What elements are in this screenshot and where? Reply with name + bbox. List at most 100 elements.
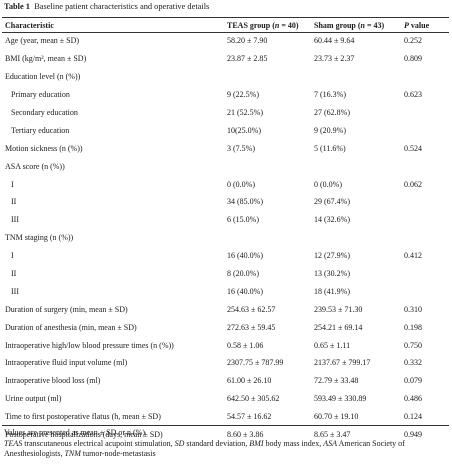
table-row: Duration of surgery (min, mean ± SD) 254.… <box>2 300 449 318</box>
table-row: Intraoperative fluid input volume (ml) 23… <box>2 354 449 372</box>
p-value-cell: 0.079 <box>404 376 422 386</box>
p-value-cell <box>401 121 449 139</box>
teas-value-cell <box>224 229 311 247</box>
p-value-cell <box>401 211 449 229</box>
table-row: III 6 (15.0%) 14 (32.6%) <box>2 211 449 229</box>
row-label-cell: Intraoperative blood loss (ml) <box>5 376 101 386</box>
row-label-cell: III <box>11 286 19 296</box>
row-label-cell: Urine output (ml) <box>5 394 62 404</box>
p-value-cell: 0.949 <box>404 430 422 440</box>
teas-value-cell: 58.20 ± 7.90 <box>227 36 268 46</box>
table-row: I 0 (0.0%) 0 (0.0%) 0.062 <box>2 175 449 193</box>
p-value-cell: 0.062 <box>404 179 422 189</box>
sham-value-cell: 60.70 ± 19.10 <box>314 412 359 422</box>
table-row: Secondary education 21 (52.5%) 27 (62.8%) <box>2 104 449 122</box>
row-label-cell: Primary education <box>11 90 70 100</box>
row-label-cell: Tertiary education <box>11 125 70 135</box>
row-label-cell: III <box>11 215 19 225</box>
table-row: Time to first postoperative flatus (h, m… <box>2 408 449 426</box>
p-value-cell: 0.332 <box>404 358 422 368</box>
table-row: III 16 (40.0%) 18 (41.9%) <box>2 282 449 300</box>
sham-value-cell: 254.21 ± 69.14 <box>314 322 363 332</box>
teas-value-cell: 2307.75 ± 787.99 <box>227 358 284 368</box>
sham-value-cell <box>311 229 401 247</box>
sham-value-cell: 13 (30.2%) <box>314 269 350 279</box>
row-label-cell: Age (year, mean ± SD) <box>5 36 80 46</box>
row-label-cell: Postoperative hospitalizations (days, me… <box>5 430 163 440</box>
sham-value-cell: 72.79 ± 33.48 <box>314 376 359 386</box>
teas-value-cell: 10(25.0%) <box>227 125 261 135</box>
p-value-cell <box>401 265 449 283</box>
teas-value-cell: 6 (15.0%) <box>227 215 259 225</box>
sham-value-cell: 8.65 ± 3.47 <box>314 430 351 440</box>
p-value-cell <box>401 282 449 300</box>
row-label-cell: Education level (n (%)) <box>5 72 81 82</box>
p-value-cell: 0.486 <box>404 394 422 404</box>
header-teas-group: TEAS group (n = 40) <box>227 21 299 30</box>
table-row: Motion sickness (n (%)) 3 (7.5%) 5 (11.6%)… <box>2 139 449 157</box>
table-row: II 8 (20.0%) 13 (30.2%) <box>2 265 449 283</box>
p-value-cell <box>401 229 449 247</box>
p-value-cell: 0.198 <box>404 322 422 332</box>
p-value-cell: 0.750 <box>404 340 422 350</box>
sham-value-cell: 18 (41.9%) <box>314 286 350 296</box>
table-row: Age (year, mean ± SD) 58.20 ± 7.90 60.44 ±… <box>2 32 449 50</box>
sham-value-cell: 12 (27.9%) <box>314 251 350 261</box>
row-label-cell: I <box>11 179 14 189</box>
table-row: BMI (kg/m², mean ± SD) 23.87 ± 2.85 23.73 … <box>2 50 449 68</box>
header-rule <box>2 32 449 33</box>
sham-value-cell: 27 (62.8%) <box>314 108 350 117</box>
header-characteristic: Characteristic <box>5 21 54 30</box>
teas-value-cell: 61.00 ± 26.10 <box>227 376 272 386</box>
table-row: Postoperative hospitalizations (days, me… <box>2 426 449 444</box>
sham-value-cell <box>311 157 401 175</box>
teas-value-cell: 642.50 ± 305.62 <box>227 394 280 404</box>
row-label-cell: Secondary education <box>11 108 78 117</box>
sham-value-cell: 60.44 ± 9.64 <box>314 36 355 46</box>
sham-value-cell: 14 (32.6%) <box>314 215 350 225</box>
p-value-cell <box>401 157 449 175</box>
p-value-cell: 0.623 <box>404 90 422 100</box>
teas-value-cell: 3 (7.5%) <box>227 143 255 153</box>
table-body: Age (year, mean ± SD) 58.20 ± 7.90 60.44 ±… <box>2 32 449 443</box>
row-label-cell: Intraoperative fluid input volume (ml) <box>5 358 128 368</box>
table-row: Primary education 9 (22.5%) 7 (16.3%) 0.623 <box>2 86 449 104</box>
teas-value-cell: 54.57 ± 16.62 <box>227 412 272 422</box>
table-footnote: Values are presented as mean ± SD or n (… <box>4 428 449 460</box>
footnote-values-note: Values are presented as mean ± SD or n (… <box>4 428 146 437</box>
teas-value-cell: 16 (40.0%) <box>227 286 263 296</box>
row-label-cell: Time to first postoperative flatus (h, m… <box>5 412 161 422</box>
table-row: Intraoperative high/low blood pressure t… <box>2 336 449 354</box>
table-number: Table 1 <box>4 2 30 11</box>
table-row: II 34 (85.0%) 29 (67.4%) <box>2 193 449 211</box>
footnote-abbreviations: TEAS transcutaneous electrical acupoint … <box>4 438 405 459</box>
sham-value-cell: 7 (16.3%) <box>314 90 346 100</box>
header-row: Characteristic TEAS group (n = 40) Sham … <box>2 19 449 32</box>
sham-value-cell: 5 (11.6%) <box>314 143 346 153</box>
sham-value-cell: 0 (0.0%) <box>314 179 342 189</box>
p-value-cell: 0.809 <box>404 54 422 64</box>
table-caption: Table 1 Baseline patient characteristics… <box>4 2 209 11</box>
teas-value-cell <box>224 157 311 175</box>
row-label-cell: II <box>11 197 17 207</box>
teas-value-cell <box>224 68 311 86</box>
sham-value-cell: 0.65 ± 1.11 <box>314 340 351 350</box>
p-value-cell <box>401 193 449 211</box>
sham-value-cell: 593.49 ± 330.89 <box>314 394 367 404</box>
p-value-cell: 0.124 <box>404 412 422 422</box>
row-label-cell: TNM staging (n (%)) <box>5 233 74 243</box>
p-value-cell: 0.310 <box>404 304 422 314</box>
row-label-cell: Duration of surgery (min, mean ± SD) <box>5 304 128 314</box>
teas-value-cell: 8 (20.0%) <box>227 269 259 279</box>
row-label-cell: BMI (kg/m², mean ± SD) <box>5 54 87 64</box>
sham-value-cell: 23.73 ± 2.37 <box>314 54 355 64</box>
table-row: I 16 (40.0%) 12 (27.9%) 0.412 <box>2 247 449 265</box>
teas-value-cell: 34 (85.0%) <box>227 197 263 207</box>
sham-value-cell: 2137.67 ± 799.17 <box>314 358 371 368</box>
teas-value-cell: 254.63 ± 62.57 <box>227 304 276 314</box>
p-value-cell: 0.524 <box>404 143 422 153</box>
table-row: Tertiary education 10(25.0%) 9 (20.9%) <box>2 121 449 139</box>
row-label-cell: II <box>11 269 17 279</box>
top-rule <box>2 17 449 19</box>
